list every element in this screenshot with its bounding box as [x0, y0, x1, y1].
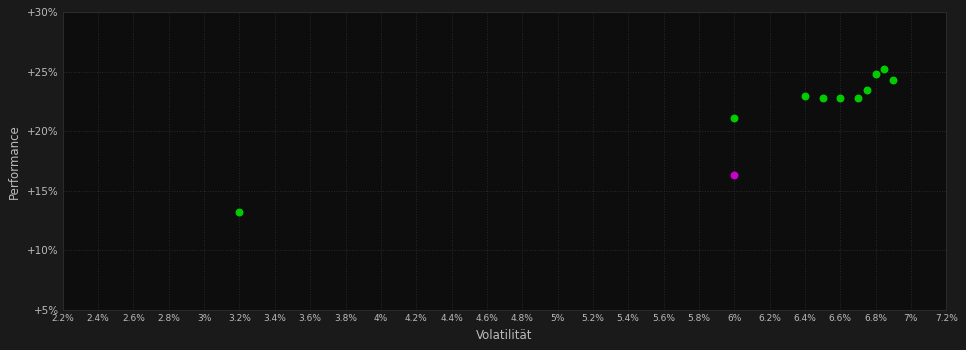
Point — [232, 210, 247, 215]
Point — [833, 95, 848, 101]
Point — [726, 116, 742, 121]
X-axis label: Volatilität: Volatilität — [476, 329, 533, 342]
Point — [859, 87, 874, 92]
Point — [797, 93, 812, 98]
Point — [886, 77, 901, 83]
Point — [850, 95, 866, 101]
Point — [726, 173, 742, 178]
Point — [877, 66, 893, 72]
Y-axis label: Performance: Performance — [9, 124, 21, 198]
Point — [815, 95, 831, 101]
Point — [867, 71, 883, 77]
